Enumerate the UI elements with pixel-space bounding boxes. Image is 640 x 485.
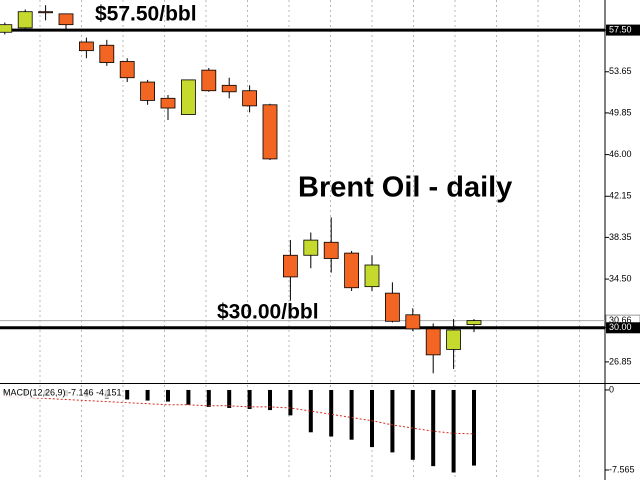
y-tick-label: 38.35 (609, 232, 632, 242)
macd-bar (268, 389, 272, 411)
macd-bar (186, 389, 191, 405)
candle-body (79, 41, 94, 52)
candle-body (384, 292, 400, 322)
macd-bar (349, 389, 354, 440)
candle-body (160, 97, 176, 109)
candle-body (364, 264, 380, 288)
macd-bar (370, 389, 374, 448)
candle-body (344, 252, 360, 289)
candle-body (323, 241, 339, 259)
candle-body (99, 44, 115, 63)
macd-bar (166, 389, 170, 402)
candle-body (446, 329, 462, 350)
candle-body (201, 69, 217, 92)
macd-bar (308, 389, 313, 433)
candle-body (282, 254, 298, 278)
macd-bar (227, 389, 232, 408)
candle-body (180, 79, 196, 115)
y-tick-label: 0 (609, 384, 614, 394)
macd-bar (125, 389, 130, 400)
y-tick-label-box (606, 322, 640, 334)
macd-bar (472, 389, 476, 466)
candle-body (466, 320, 482, 325)
candle-body (119, 61, 135, 79)
candle-body (221, 84, 237, 93)
macd-bar (410, 389, 415, 460)
macd-bar (288, 389, 293, 416)
macd-bar (431, 389, 436, 467)
y-tick-label: 30.00 (609, 322, 632, 332)
candle-body (58, 13, 74, 26)
macd-bar (145, 389, 150, 401)
y-tick-label: 53.65 (609, 66, 632, 76)
candle-body (38, 11, 53, 14)
macd-bar (390, 389, 395, 453)
y-tick-label: -7.565 (609, 464, 635, 474)
level-label: $57.50/bbl (95, 3, 197, 26)
macd-bar (247, 389, 252, 410)
y-tick-label: 26.85 (609, 356, 632, 366)
candle-body (242, 90, 258, 107)
level-label: $30.00/bbl (217, 300, 319, 323)
indicator-label-box (2, 387, 122, 398)
candle-body (405, 314, 421, 330)
candle-body (140, 81, 156, 101)
macd-bar (329, 389, 334, 437)
y-tick-label: 30.66 (609, 315, 632, 325)
y-tick-label: 57.50 (609, 24, 632, 34)
indicator-label: MACD(12,26,9) -7.146 -4.151 (3, 387, 122, 397)
candle-body (17, 11, 33, 29)
candle-body (262, 104, 278, 160)
y-tick-label: 46.00 (609, 149, 632, 159)
y-tick-label-box (606, 24, 640, 36)
macd-bar (451, 389, 456, 473)
chart-title: Brent Oil - daily (298, 172, 512, 204)
signal-line (4, 395, 475, 435)
candle-body (303, 239, 319, 256)
y-tick-label: 42.15 (609, 191, 632, 201)
macd-bar (206, 389, 211, 407)
y-tick-label: 49.85 (609, 107, 632, 117)
candle-body (0, 24, 13, 33)
candle-body (425, 328, 441, 356)
y-tick-label: 34.50 (609, 273, 632, 283)
